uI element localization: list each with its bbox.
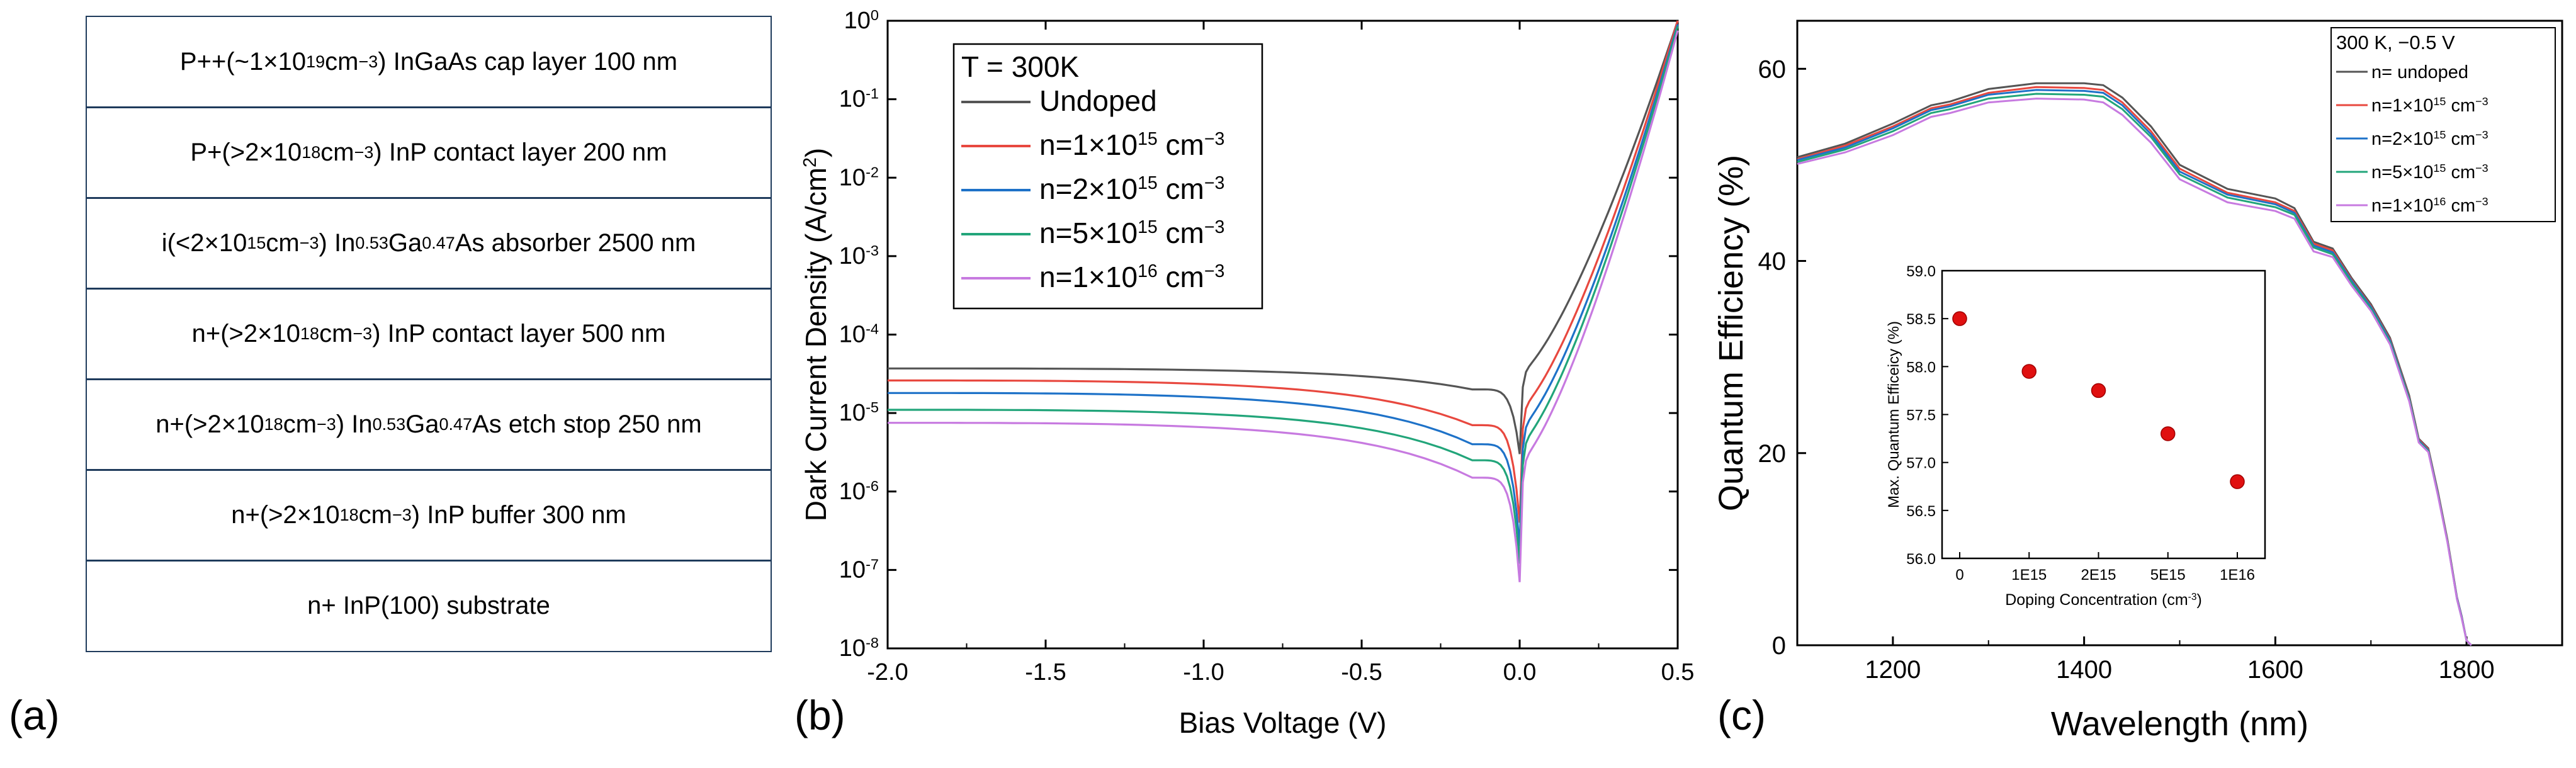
legend-box-b: [952, 43, 1263, 310]
xtick-label: -1.0: [1183, 659, 1224, 686]
layer-0: P++(~1×10 19 cm −3) InGaAs cap layer 100 n…: [86, 16, 772, 108]
legend-label: n=1×1016 cm−3: [2371, 195, 2488, 216]
inset-xtick-label: 1E16: [2220, 567, 2255, 584]
legend-label: n=1×1016 cm−3: [1039, 261, 1224, 293]
inset-ytick-label: 56.5: [1906, 503, 1936, 520]
series-line-3: [888, 26, 1679, 564]
inset-point-4: [2230, 474, 2245, 489]
y-axis-title-b: Dark Current Density (A/cm2): [799, 148, 832, 522]
inset-point-0: [1952, 311, 1967, 326]
layer-6: n+ InP(100) substrate: [86, 560, 772, 652]
legend-label: n=5×1015 cm−3: [2371, 162, 2488, 183]
inset-x-axis-title: Doping Concentration (cm-3): [2005, 591, 2202, 609]
inset-ytick-label: 57.0: [1906, 455, 1936, 472]
panel-label-c: (c): [1717, 692, 1766, 738]
inset-xtick-label: 1E15: [2011, 567, 2047, 584]
xtick-label: 0.0: [1503, 659, 1537, 686]
xtick-label: 1600: [2247, 656, 2303, 684]
ytick-label: 0: [1772, 632, 1786, 660]
legend-label: n=1×1015 cm−3: [2371, 95, 2488, 116]
layer-stack-diagram: P++(~1×10 19 cm −3) InGaAs cap layer 100 n…: [86, 16, 772, 652]
series-line-2: [888, 24, 1679, 547]
xtick-label: 1400: [2056, 656, 2112, 684]
series-line-4: [888, 30, 1679, 582]
legend-label: Undoped: [1039, 84, 1157, 117]
layer-1: P+(>2×10 18 cm −3) InP contact layer 200 n…: [86, 106, 772, 199]
inset-y-axis-title: Max. Quantum Efficeicy (%): [1885, 321, 1902, 508]
legend-label: n=1×1015 cm−3: [1039, 128, 1224, 161]
xtick-label: 0.5: [1661, 659, 1695, 686]
legend-title-c: 300 K, −0.5 V: [2336, 31, 2455, 54]
ytick-label: 20: [1758, 440, 1787, 468]
ytick-label: 40: [1758, 248, 1787, 276]
legend-label: n=2×1015 cm−3: [2371, 128, 2488, 149]
x-axis-title-b: Bias Voltage (V): [1179, 706, 1387, 739]
legend-box-c: [2330, 27, 2556, 222]
x-axis-title-c: Wavelength (nm): [2051, 705, 2308, 743]
ytick-label: 10-1: [839, 86, 879, 113]
xtick-label: 1800: [2439, 656, 2495, 684]
legend-title-b: T = 300K: [961, 50, 1079, 83]
xtick-label: -2.0: [867, 659, 908, 686]
legend-label: n=2×1015 cm−3: [1039, 172, 1224, 205]
ytick-label: 10-3: [839, 242, 879, 269]
xtick-label: -0.5: [1341, 659, 1382, 686]
y-axis-title-c: Quantum Efficiency (%): [1712, 155, 1750, 511]
series-line-1: [888, 20, 1679, 523]
ytick-label: 10-5: [839, 399, 879, 426]
inset-frame: [1941, 269, 2266, 560]
xtick-label: 1200: [1865, 656, 1921, 684]
inset-point-2: [2091, 383, 2106, 398]
inset-ytick-label: 58.0: [1906, 359, 1936, 376]
ytick-label: 10-4: [839, 321, 879, 348]
panel-label-b: (b): [794, 692, 845, 738]
inset-ytick-label: 57.5: [1906, 407, 1936, 424]
ytick-label: 10-7: [839, 556, 879, 583]
ytick-label: 10-8: [839, 635, 879, 662]
ytick-label: 10-6: [839, 478, 879, 505]
inset-xtick-label: 5E15: [2150, 567, 2186, 584]
inset-ytick-label: 58.5: [1906, 311, 1936, 328]
series-line-0: [888, 20, 1679, 455]
ytick-label: 10-2: [839, 164, 879, 191]
inset-xtick-label: 2E15: [2081, 567, 2116, 584]
inset-ytick-label: 56.0: [1906, 551, 1936, 568]
ytick-label: 60: [1758, 55, 1787, 83]
ytick-label: 100: [844, 7, 879, 34]
inset-point-3: [2161, 426, 2176, 441]
legend-label: n= undoped: [2371, 62, 2468, 82]
legend-label: n=5×1015 cm−3: [1039, 217, 1224, 249]
panel-label-a: (a): [9, 692, 60, 738]
inset-xtick-label: 0: [1955, 567, 1963, 584]
xtick-label: -1.5: [1025, 659, 1066, 686]
inset-point-1: [2021, 364, 2037, 379]
inset-ytick-label: 59.0: [1906, 263, 1936, 280]
series-line-4: [1797, 98, 2472, 647]
